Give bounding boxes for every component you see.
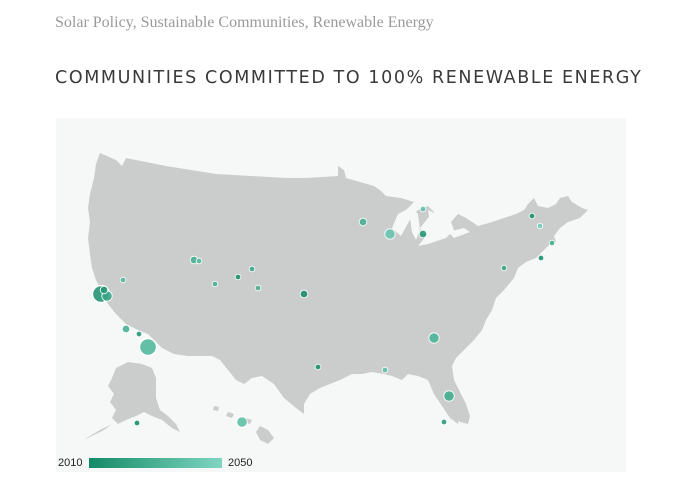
contiguous-us-landmass — [88, 153, 588, 424]
community-marker[interactable] — [121, 324, 131, 334]
alaska — [108, 362, 180, 432]
community-marker[interactable] — [138, 337, 158, 357]
community-marker[interactable] — [384, 228, 396, 240]
community-marker[interactable] — [537, 254, 545, 262]
community-marker[interactable] — [528, 212, 536, 220]
hawaii-oahu — [226, 412, 234, 418]
community-marker[interactable] — [248, 265, 256, 273]
community-marker[interactable] — [133, 419, 141, 427]
hawaii-big-island — [256, 426, 274, 444]
community-marker[interactable] — [135, 330, 143, 338]
community-marker[interactable] — [443, 390, 455, 402]
community-marker[interactable] — [195, 257, 203, 265]
lake-erie — [448, 228, 470, 238]
community-marker[interactable] — [500, 264, 508, 272]
community-marker[interactable] — [234, 273, 242, 281]
category-tags: Solar Policy, Sustainable Communities, R… — [55, 14, 434, 31]
lake-huron — [428, 210, 442, 230]
hawaii-kauai — [213, 406, 219, 411]
community-marker[interactable] — [254, 284, 262, 292]
lake-superior — [378, 184, 418, 198]
florida-peninsula — [428, 380, 460, 424]
community-marker[interactable] — [536, 222, 544, 230]
map-panel — [56, 118, 626, 472]
community-marker[interactable] — [314, 363, 322, 371]
community-marker[interactable] — [419, 205, 427, 213]
community-marker[interactable] — [236, 416, 248, 428]
legend-start-label: 2010 — [58, 457, 83, 469]
community-marker[interactable] — [119, 276, 127, 284]
us-map — [84, 153, 588, 444]
aleutian-islands — [84, 424, 112, 440]
legend-gradient-bar — [89, 458, 222, 468]
markers-layer — [91, 205, 556, 428]
community-marker[interactable] — [418, 229, 428, 239]
community-marker[interactable] — [358, 217, 368, 227]
community-marker[interactable] — [211, 280, 219, 288]
page-title: COMMUNITIES COMMITTED TO 100% RENEWABLE … — [55, 68, 643, 88]
community-marker[interactable] — [381, 366, 389, 374]
community-marker[interactable] — [440, 418, 448, 426]
year-legend: 2010 2050 — [58, 456, 298, 470]
community-marker[interactable] — [548, 239, 556, 247]
community-marker[interactable] — [99, 285, 109, 295]
community-marker[interactable] — [299, 289, 309, 299]
lake-michigan — [410, 208, 420, 240]
community-marker[interactable] — [428, 332, 440, 344]
legend-end-label: 2050 — [228, 457, 253, 469]
